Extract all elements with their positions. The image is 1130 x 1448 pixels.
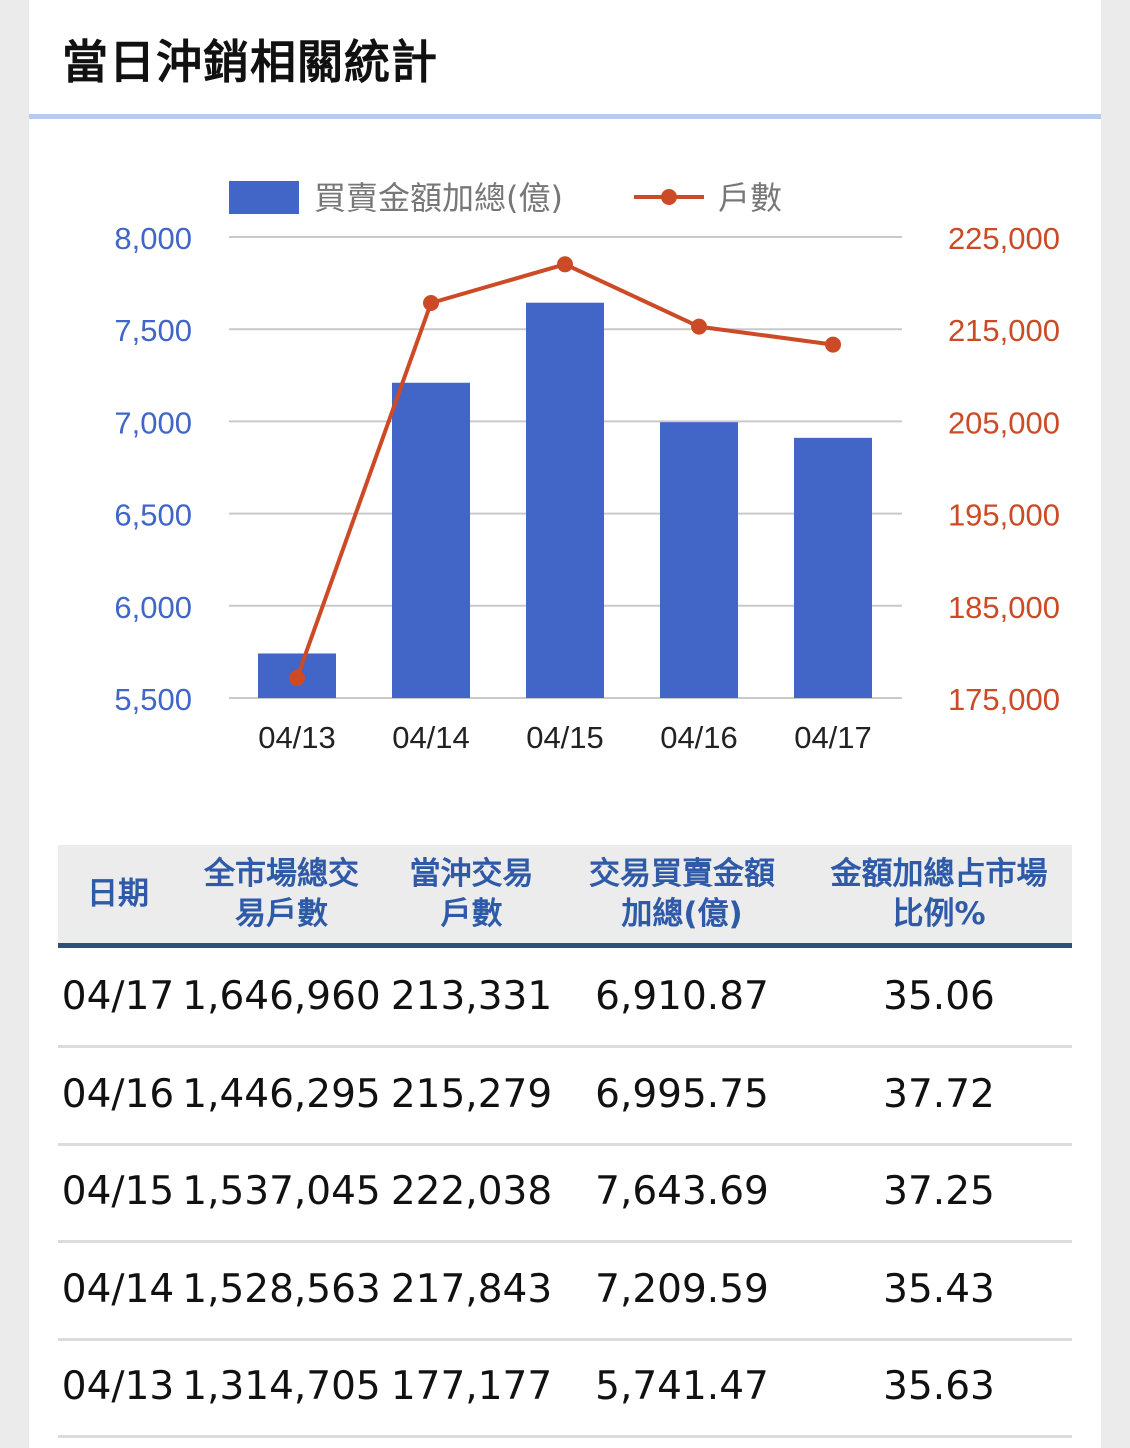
left-axis-tick-label: 6,500 [114,498,192,533]
legend-bar-label: 買賣金額加總(億) [314,179,563,217]
households-point-04/13 [289,669,305,686]
table-cell: 1,528,563 [182,1266,381,1312]
table-row: 04/14 1,528,563 217,843 7,209.59 35.43 [58,1241,1072,1341]
table-cell: 04/17 [61,974,175,1019]
table-cell: 37.72 [883,1071,995,1117]
table-cell: 217,843 [390,1266,553,1312]
table-row: 04/17 1,646,960 213,331 6,910.87 35.06 [58,948,1072,1048]
title-divider [29,114,1101,119]
table-cell: 37.25 [883,1169,995,1214]
table-cell: 215,279 [390,1071,553,1117]
column-header: 全市場總交 易戶數 [204,856,359,932]
column-header: 日期 [87,876,149,912]
table-row: 04/13 1,314,705 177,177 5,741.47 35.63 [58,1338,1072,1438]
x-axis-tick-label: 04/15 [526,720,604,755]
table-cell: 6,995.75 [595,1071,769,1117]
table-cell: 35.06 [883,974,995,1019]
table-cell: 1,446,295 [182,1071,381,1117]
table-cell: 213,331 [390,974,553,1019]
legend-line-marker [661,189,677,205]
bar-04/15 [526,302,604,698]
table-cell: 35.43 [883,1266,995,1312]
right-axis-tick-label: 195,000 [948,498,1060,533]
table-cell: 7,209.59 [595,1266,769,1312]
table-cell: 1,537,045 [182,1169,381,1214]
column-header: 交易買賣金額 加總(億) [589,856,775,932]
table-cell: 04/16 [61,1071,175,1117]
right-axis-tick-label: 215,000 [948,313,1060,348]
bar-04/14 [392,382,470,698]
table-cell: 04/14 [61,1266,175,1312]
stats-card [29,0,1101,1448]
table-cell: 04/15 [61,1169,175,1214]
households-point-04/17 [825,336,841,353]
x-axis-tick-label: 04/14 [392,720,470,755]
column-header: 金額加總占市場 比例% [830,856,1048,932]
legend-bar-swatch [229,181,299,214]
x-axis-tick-label: 04/16 [660,720,738,755]
table-row: 04/16 1,446,295 215,279 6,995.75 37.72 [58,1046,1072,1146]
table-cell: 6,910.87 [595,974,769,1019]
households-point-04/14 [423,294,439,311]
table-row: 04/15 1,537,045 222,038 7,643.69 37.25 [58,1143,1072,1243]
x-axis-tick-label: 04/13 [258,720,336,755]
bar-04/17 [794,437,872,698]
table-cell: 1,314,705 [182,1364,381,1409]
bar-04/16 [660,422,738,698]
right-axis-tick-label: 205,000 [948,405,1060,440]
table-cell: 04/13 [61,1364,175,1409]
column-header: 當沖交易 戶數 [409,856,534,932]
table-cell: 7,643.69 [595,1169,769,1214]
left-axis-tick-label: 6,000 [114,590,192,625]
right-axis-tick-label: 175,000 [948,682,1060,717]
households-point-04/16 [691,318,707,335]
table-cell: 35.63 [883,1364,995,1409]
table-cell: 222,038 [390,1169,553,1214]
left-axis-tick-label: 7,500 [114,313,192,348]
left-axis-tick-label: 7,000 [114,405,192,440]
day-trading-chart: 8,000 225,000 7,500 215,000 7,000 205,000 6,50… [114,179,1060,755]
right-axis-tick-label: 225,000 [948,221,1060,256]
table-cell: 5,741.47 [595,1364,769,1409]
table-cell: 177,177 [390,1364,553,1409]
table-header [58,845,1072,948]
left-axis-tick-label: 8,000 [114,221,192,256]
right-axis-tick-label: 185,000 [948,590,1060,625]
x-axis-tick-label: 04/17 [794,720,872,755]
left-axis-tick-label: 5,500 [114,682,192,717]
households-point-04/15 [557,256,573,273]
legend-line-label: 戶數 [718,179,782,217]
table-cell: 1,646,960 [182,974,381,1019]
page-title: 當日沖銷相關統計 [62,35,438,89]
